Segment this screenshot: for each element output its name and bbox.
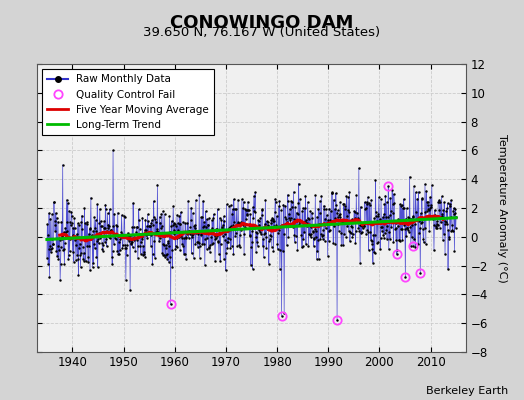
Text: CONOWINGO DAM: CONOWINGO DAM bbox=[170, 14, 354, 32]
Text: 39.650 N, 76.167 W (United States): 39.650 N, 76.167 W (United States) bbox=[144, 26, 380, 39]
Text: Berkeley Earth: Berkeley Earth bbox=[426, 386, 508, 396]
Y-axis label: Temperature Anomaly (°C): Temperature Anomaly (°C) bbox=[497, 134, 507, 282]
Legend: Raw Monthly Data, Quality Control Fail, Five Year Moving Average, Long-Term Tren: Raw Monthly Data, Quality Control Fail, … bbox=[42, 69, 214, 135]
